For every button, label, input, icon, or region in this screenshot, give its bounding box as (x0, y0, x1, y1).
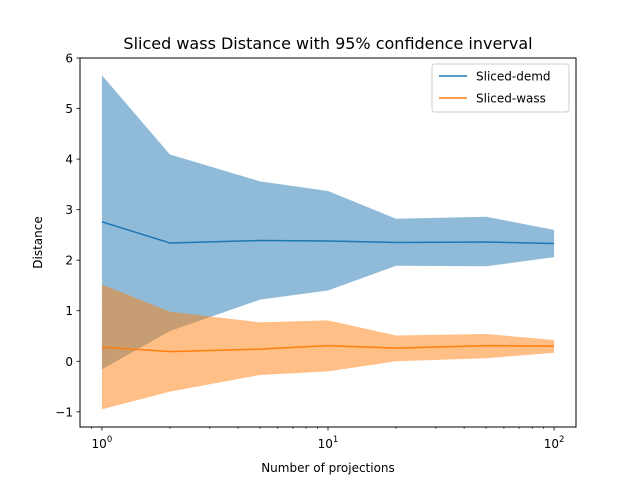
legend-label-1: Sliced-demd (476, 70, 551, 84)
confidence-band-1 (101, 75, 555, 370)
x-tick-label: 101 (318, 435, 339, 451)
y-axis-label: Distance (31, 216, 45, 268)
y-tick-label: −1 (55, 405, 73, 419)
y-tick-label: 0 (65, 355, 73, 369)
y-tick-label: 2 (65, 254, 73, 268)
series-line-2 (101, 344, 555, 353)
series-line-1 (101, 221, 555, 245)
x-axis: 100 101 102 (91, 427, 565, 451)
x-tick-label: 100 (92, 435, 113, 451)
y-tick-label: 5 (65, 102, 73, 116)
y-tick-label: 6 (65, 52, 73, 66)
x-axis-label: Number of projections (261, 461, 395, 475)
y-tick-label: 1 (65, 304, 73, 318)
confidence-band-2 (101, 284, 555, 410)
legend: Sliced-demd Sliced-wass (431, 63, 570, 113)
chart-title: Sliced wass Distance with 95% confidence… (123, 34, 532, 53)
plot-area (101, 75, 555, 410)
x-tick-label: 102 (544, 435, 565, 451)
y-tick-label: 3 (65, 203, 73, 217)
y-axis: −1 0 1 2 3 4 5 6 (55, 52, 80, 419)
y-tick-label: 4 (65, 153, 73, 167)
legend-label-2: Sliced-wass (476, 92, 546, 106)
